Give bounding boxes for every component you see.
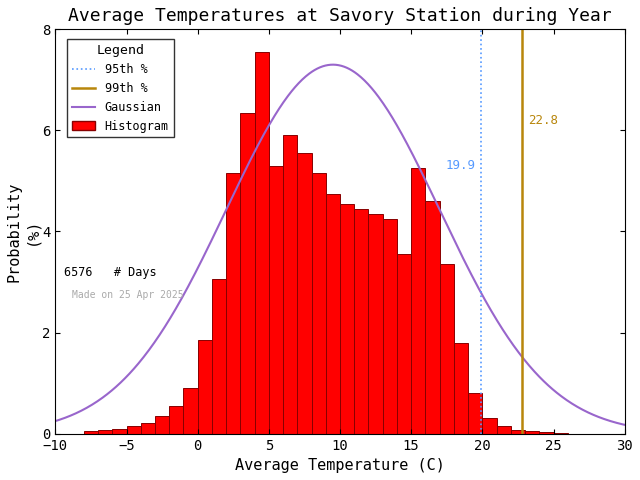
Bar <box>369 214 383 433</box>
Bar <box>525 431 540 433</box>
Bar <box>283 135 298 433</box>
Text: Made on 25 Apr 2025: Made on 25 Apr 2025 <box>72 290 184 300</box>
Bar <box>241 113 255 433</box>
Bar <box>184 388 198 433</box>
Legend: 95th %, 99th %, Gaussian, Histogram: 95th %, 99th %, Gaussian, Histogram <box>67 39 173 137</box>
Bar <box>226 173 241 433</box>
Text: 6576   # Days: 6576 # Days <box>64 266 157 279</box>
Bar <box>255 52 269 433</box>
Bar <box>497 426 511 433</box>
Bar <box>468 393 483 433</box>
Bar <box>84 431 98 433</box>
Bar <box>141 422 155 433</box>
Bar <box>212 279 226 433</box>
Bar <box>355 209 369 433</box>
Bar <box>98 430 112 433</box>
Bar <box>326 193 340 433</box>
Bar <box>269 166 283 433</box>
Text: 22.8: 22.8 <box>528 114 558 127</box>
Bar <box>169 406 184 433</box>
Bar <box>483 419 497 433</box>
Bar <box>440 264 454 433</box>
Bar <box>540 432 554 433</box>
Bar <box>397 254 411 433</box>
Bar <box>112 429 127 433</box>
Bar <box>426 201 440 433</box>
Bar <box>340 204 355 433</box>
Text: 19.9: 19.9 <box>445 159 476 172</box>
X-axis label: Average Temperature (C): Average Temperature (C) <box>235 458 445 473</box>
Bar <box>198 340 212 433</box>
Bar <box>127 426 141 433</box>
Bar <box>554 432 568 433</box>
Bar <box>383 219 397 433</box>
Bar <box>411 168 426 433</box>
Y-axis label: Probability
(%): Probability (%) <box>7 181 39 282</box>
Bar <box>298 153 312 433</box>
Bar <box>454 343 468 433</box>
Title: Average Temperatures at Savory Station during Year: Average Temperatures at Savory Station d… <box>68 7 612 25</box>
Bar <box>511 430 525 433</box>
Bar <box>155 416 169 433</box>
Bar <box>312 173 326 433</box>
